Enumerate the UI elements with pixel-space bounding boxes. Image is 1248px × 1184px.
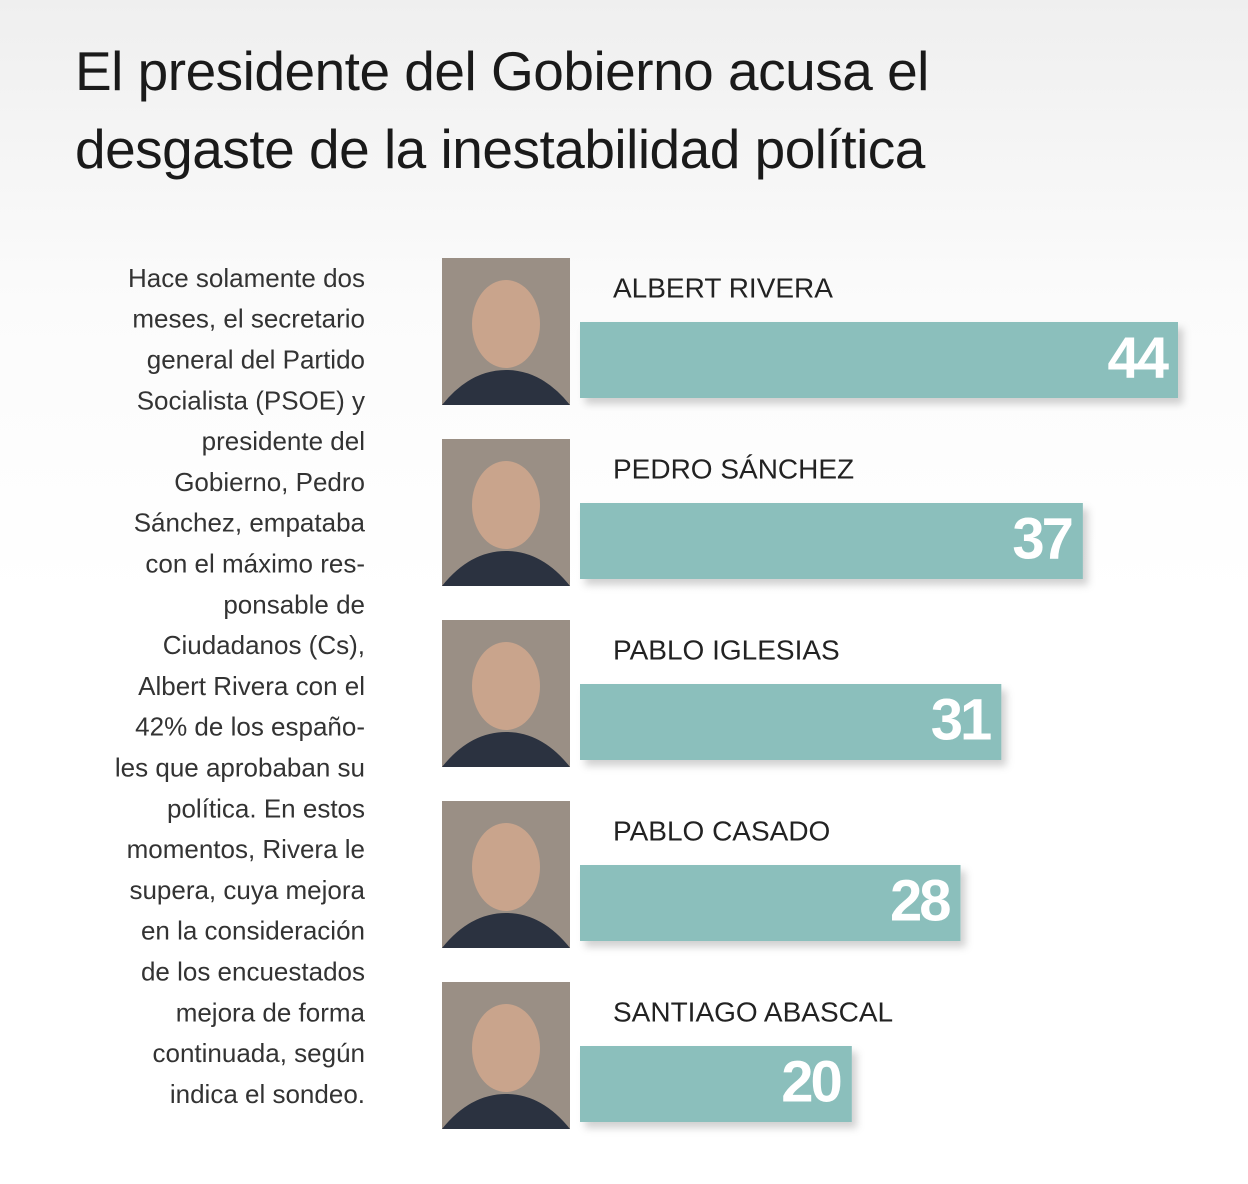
photo-shoulders [442, 551, 570, 586]
bar-name: PABLO CASADO [613, 815, 830, 846]
bar-name: ALBERT RIVERA [613, 272, 833, 303]
bar [580, 684, 1002, 760]
bar-name: SANTIAGO ABASCAL [613, 996, 893, 1027]
photo-shoulders [442, 1094, 570, 1129]
value-label: 20 [781, 1049, 840, 1114]
photo-face [472, 1004, 540, 1092]
photo-face [472, 823, 540, 911]
body-text: les que aprobaban su [115, 752, 365, 782]
body-text: meses, el secretario [132, 304, 365, 334]
photo-shoulders [442, 913, 570, 948]
photo-face [472, 280, 540, 368]
body-text: Albert Rivera con el [138, 671, 365, 701]
body-text: en la consideración [141, 916, 365, 946]
bar-name: PABLO IGLESIAS [613, 634, 840, 665]
body-text: Socialista (PSOE) y [137, 385, 365, 415]
bar-name: PEDRO SÁNCHEZ [613, 453, 854, 484]
bar [580, 322, 1178, 398]
body-text: con el máximo res- [145, 548, 365, 578]
value-label: 31 [931, 687, 991, 752]
body-text: Ciudadanos (Cs), [163, 630, 365, 660]
photo-shoulders [442, 370, 570, 405]
body-text: de los encuestados [141, 956, 365, 986]
value-label: 44 [1107, 325, 1168, 390]
body-text: 42% de los españo- [135, 712, 365, 742]
photo-face [472, 642, 540, 730]
body-text: continuada, según [152, 1038, 365, 1068]
body-text: mejora de forma [176, 997, 366, 1027]
body-text: Hace solamente dos [128, 263, 365, 293]
bar [580, 865, 961, 941]
body-text: general del Partido [147, 344, 365, 374]
photo-face [472, 461, 540, 549]
title: El presidente del Gobierno acusa el desg… [75, 40, 929, 180]
body-text: ponsable de [223, 589, 365, 619]
body-text: presidente del [202, 426, 365, 456]
body-text: política. En estos [167, 793, 365, 823]
photo-shoulders [442, 732, 570, 767]
bar [580, 503, 1083, 579]
value-label: 28 [890, 868, 950, 933]
body-text: Gobierno, Pedro [174, 467, 365, 497]
value-label: 37 [1012, 506, 1071, 571]
body-text: momentos, Rivera le [127, 834, 365, 864]
body-text: supera, cuya mejora [129, 875, 365, 905]
body-text: indica el sondeo. [170, 1079, 365, 1109]
bar [580, 1046, 852, 1122]
body-text: Sánchez, empataba [134, 508, 366, 538]
